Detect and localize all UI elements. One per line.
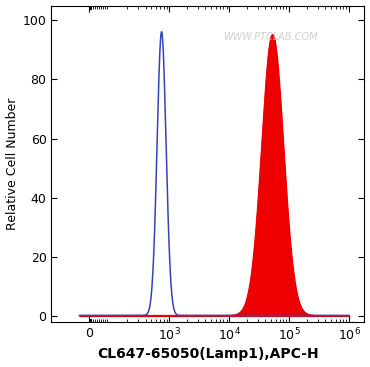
Y-axis label: Relative Cell Number: Relative Cell Number <box>6 98 18 230</box>
Text: WWW.PTCLAB.COM: WWW.PTCLAB.COM <box>223 32 318 42</box>
X-axis label: CL647-65050(Lamp1),APC-H: CL647-65050(Lamp1),APC-H <box>97 348 319 361</box>
